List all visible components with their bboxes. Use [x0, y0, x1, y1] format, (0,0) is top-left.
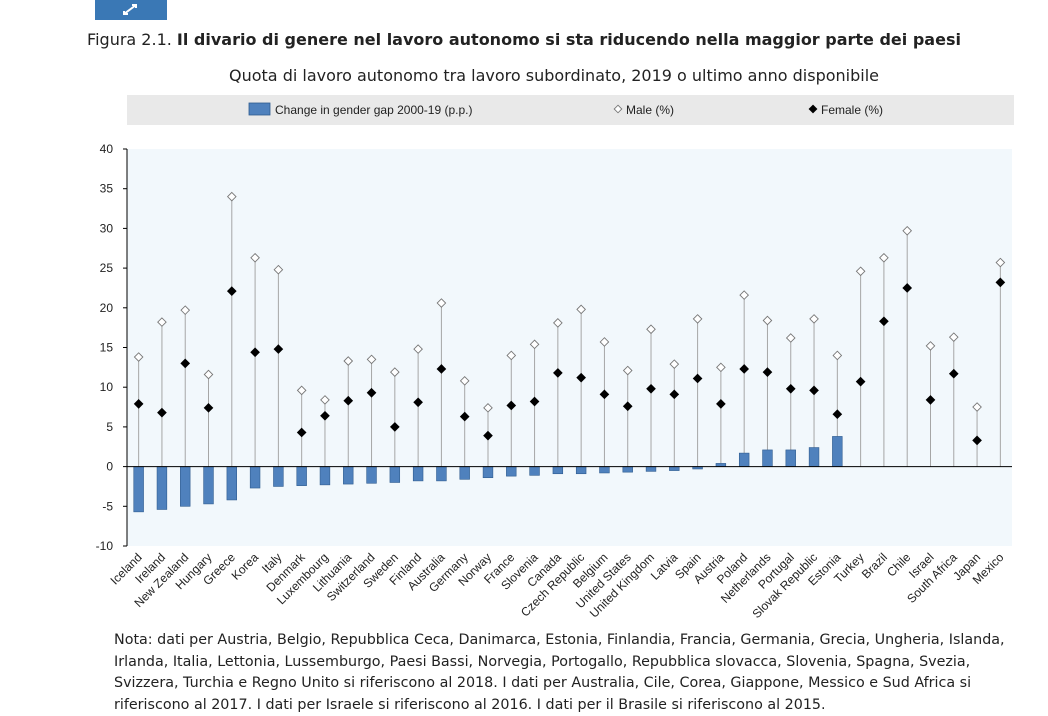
bar-gap-change — [669, 467, 679, 471]
bar-gap-change — [460, 467, 470, 480]
legend-label-female: Female (%) — [821, 103, 883, 117]
bar-gap-change — [623, 467, 633, 473]
bar-gap-change — [204, 467, 214, 504]
bar-gap-change — [576, 467, 586, 474]
bar-gap-change — [763, 450, 773, 467]
figure-number: Figura 2.1. — [87, 30, 172, 49]
expand-button[interactable] — [95, 0, 167, 20]
y-tick-label: 0 — [106, 460, 113, 474]
figure-title-line: Figura 2.1. Il divario di genere nel lav… — [0, 30, 1048, 49]
x-tick-label: Latvia — [648, 550, 681, 583]
legend-label-male: Male (%) — [626, 103, 674, 117]
bar-gap-change — [320, 467, 330, 485]
y-tick-label: 10 — [100, 380, 114, 394]
y-tick-label: 20 — [100, 301, 114, 315]
bar-gap-change — [157, 467, 167, 510]
bar-gap-change — [553, 467, 563, 474]
bar-gap-change — [506, 467, 516, 477]
figure-title: Il divario di genere nel lavoro autonomo… — [177, 30, 961, 49]
figure-subtitle: Quota di lavoro autonomo tra lavoro subo… — [0, 66, 1048, 85]
bar-gap-change — [809, 448, 819, 467]
y-tick-label: -5 — [102, 499, 113, 513]
bar-gap-change — [739, 453, 749, 466]
expand-arrows-icon — [119, 2, 141, 18]
bar-gap-change — [600, 467, 610, 473]
bar-gap-change — [180, 467, 190, 507]
footnote-line-2: Irlanda, Italia, Lettonia, Lussemburgo, … — [114, 652, 1014, 674]
bar-gap-change — [413, 467, 423, 481]
footnote-line-1: Nota: dati per Austria, Belgio, Repubbli… — [114, 630, 1014, 652]
bar-gap-change — [134, 467, 144, 512]
bar-gap-change — [832, 436, 842, 466]
bar-gap-change — [437, 467, 447, 481]
y-tick-label: 25 — [100, 261, 114, 275]
footnote-line-3: Svizzera, Turchia e Regno Unito si rifer… — [114, 673, 1014, 695]
x-tick-label: Korea — [229, 550, 262, 583]
bar-gap-change — [646, 467, 656, 472]
y-tick-label: -10 — [96, 539, 114, 553]
footnote: Nota: dati per Austria, Belgio, Repubbli… — [114, 630, 1014, 716]
bar-gap-change — [786, 450, 796, 467]
bar-gap-change — [297, 467, 307, 486]
bar-gap-change — [343, 467, 353, 484]
chart-canvas: Change in gender gap 2000-19 (p.p.) Male … — [0, 90, 1048, 630]
y-tick-label: 35 — [100, 182, 114, 196]
bar-gap-change — [483, 467, 493, 478]
x-tick-label: Brazil — [859, 550, 890, 581]
bar-gap-change — [367, 467, 377, 484]
bar-gap-change — [273, 467, 283, 487]
y-tick-label: 40 — [100, 142, 114, 156]
legend-label-gap: Change in gender gap 2000-19 (p.p.) — [275, 103, 472, 117]
y-tick-label: 30 — [100, 221, 114, 235]
bar-gap-change — [250, 467, 260, 488]
y-tick-label: 15 — [100, 341, 114, 355]
bar-gap-change — [530, 467, 540, 476]
bar-gap-change — [227, 467, 237, 500]
legend-swatch-gap — [249, 103, 270, 115]
y-tick-label: 5 — [106, 420, 113, 434]
bar-gap-change — [390, 467, 400, 483]
